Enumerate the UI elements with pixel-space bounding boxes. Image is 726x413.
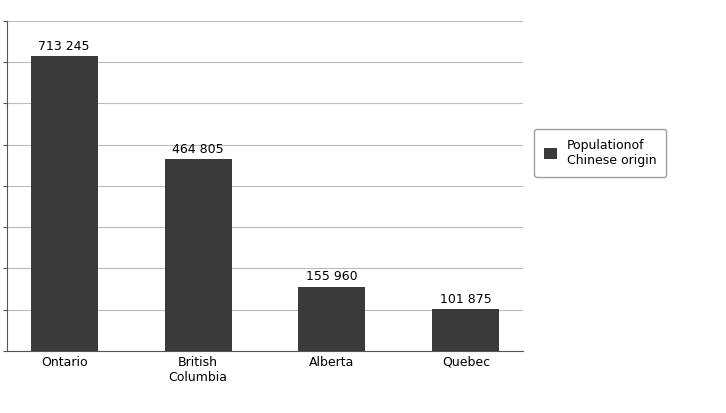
Bar (298, 287, 365, 351)
Text: 713 245: 713 245 (38, 40, 90, 53)
Legend: Populationof
Chinese origin: Populationof Chinese origin (534, 129, 666, 177)
Bar (433, 309, 499, 351)
Bar (165, 159, 232, 351)
Bar (30, 57, 97, 351)
Text: 155 960: 155 960 (306, 271, 358, 283)
Text: 464 805: 464 805 (172, 143, 224, 156)
Text: 101 875: 101 875 (440, 293, 492, 306)
